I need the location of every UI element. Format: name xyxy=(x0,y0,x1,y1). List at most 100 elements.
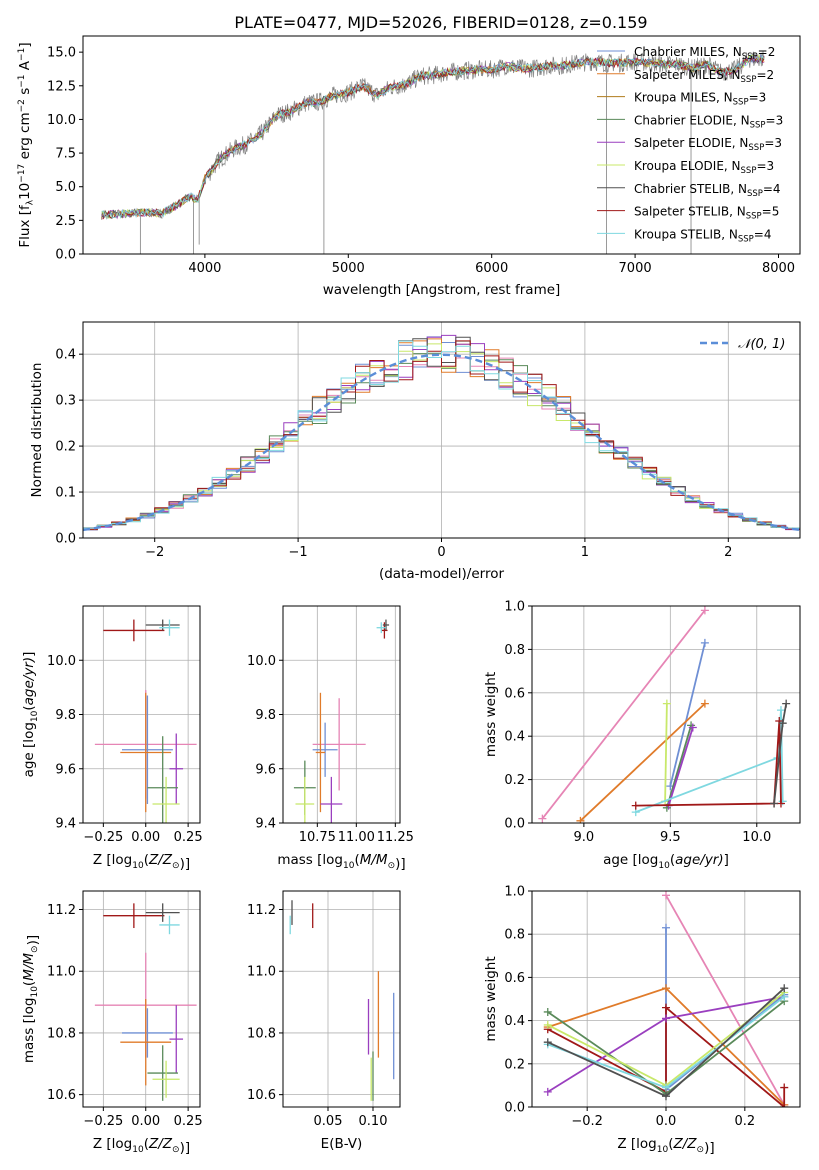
axes-frame xyxy=(82,35,801,255)
x-axis-label: Z [log10(Z/Z⊙)] xyxy=(93,852,190,872)
weight-marker xyxy=(780,1083,789,1092)
weight-line xyxy=(665,894,785,1106)
weight-line xyxy=(635,720,782,807)
legend-label: Kroupa STELIB, NSSP=4 xyxy=(634,227,772,244)
legend-label: Salpeter MILES, NSSP=2 xyxy=(634,68,774,85)
grid xyxy=(283,606,400,824)
x-tick-label: 0 xyxy=(437,545,445,560)
model-spectrum xyxy=(101,54,765,220)
x-tick-label: 7000 xyxy=(619,261,652,276)
y-tick-label: 9.8 xyxy=(255,708,276,723)
y-tick-label: 9.4 xyxy=(255,817,276,832)
weight-marker xyxy=(538,814,547,823)
y-tick-label: 10.8 xyxy=(247,1026,276,1041)
y-tick-label: 5.0 xyxy=(55,180,76,195)
x-axis-label: mass [log10(M/M⊙)] xyxy=(277,852,405,872)
y-tick-label: 11.0 xyxy=(47,965,76,980)
weight-marker xyxy=(688,723,697,732)
panel-spectrum: 4000 5000 6000 7000 8000 0.0 2.5 5.0 7.5 10.0 12.5… xyxy=(17,35,801,298)
weight-line xyxy=(667,727,694,806)
axes-frame xyxy=(531,890,801,1108)
x-tick-label: 0.0 xyxy=(656,1114,677,1129)
grid xyxy=(283,891,400,1107)
weight-marker xyxy=(662,1092,670,1101)
x-tick-label: 4000 xyxy=(188,261,221,276)
x-tick-label: 9.0 xyxy=(574,830,595,845)
weight-line xyxy=(579,702,706,822)
weight-marker xyxy=(662,1014,670,1023)
weight-marker xyxy=(776,706,785,715)
x-axis-label: wavelength [Angstrom, rest frame] xyxy=(323,282,561,298)
x-tick-label: 9.5 xyxy=(660,830,681,845)
weight-marker xyxy=(770,799,779,808)
y-axis-label: Normed distribution xyxy=(29,363,45,498)
x-tick-label: 1 xyxy=(581,545,589,560)
legend: 𝒩(0, 1) xyxy=(700,337,785,352)
legend-label: 𝒩(0, 1) xyxy=(738,337,785,352)
grid xyxy=(83,891,200,1107)
axes-frame xyxy=(282,890,401,1108)
y-tick-label: 0.2 xyxy=(504,773,525,788)
y-axis-label: mass weight xyxy=(483,672,499,757)
x-tick-label: −2 xyxy=(145,545,164,560)
y-tick-label: 0.2 xyxy=(55,440,76,455)
plot-area xyxy=(543,891,789,1107)
weight-marker xyxy=(576,816,585,823)
y-tick-label: 0.3 xyxy=(55,394,76,409)
x-tick-label: 0.25 xyxy=(174,1114,203,1129)
y-tick-label: 0.8 xyxy=(504,643,525,658)
x-axis-label: E(B-V) xyxy=(321,1136,363,1152)
y-tick-label: 10.6 xyxy=(247,1088,276,1103)
y-axis-label: age [log10(age/yr)] xyxy=(21,652,40,778)
y-tick-label: 0.4 xyxy=(504,1014,525,1029)
x-tick-label: 5000 xyxy=(332,261,365,276)
y-tick-label: 10.8 xyxy=(47,1026,76,1041)
axes-frame xyxy=(282,605,401,824)
weight-marker xyxy=(662,984,670,993)
normal-curve xyxy=(83,353,800,532)
x-tick-label: 11.00 xyxy=(338,830,375,845)
plot-area xyxy=(94,619,197,823)
legend-label: Kroupa ELODIE, NSSP=3 xyxy=(634,159,774,176)
axes-frame xyxy=(82,605,201,824)
y-tick-label: 0.0 xyxy=(504,817,525,832)
x-tick-label: −1 xyxy=(289,545,308,560)
x-axis-label: age [log10(age/yr)] xyxy=(603,852,729,871)
weight-marker xyxy=(543,1020,552,1029)
x-axis-label: (data-model)/error xyxy=(379,566,505,582)
weight-line xyxy=(669,642,706,787)
y-tick-label: 0.0 xyxy=(504,1101,525,1116)
axes-frame xyxy=(82,890,201,1108)
weight-marker xyxy=(543,1038,552,1047)
histogram xyxy=(83,340,800,538)
panel-mass-vs-z: −0.25 0.00 0.25 10.6 10.8 11.0 11.2 Z [log10(Z/… xyxy=(21,890,203,1156)
y-tick-label: 0.1 xyxy=(55,486,76,501)
y-axis-label: Flux [fλ10−17 erg cm−2 s−1 A−1] xyxy=(17,42,36,247)
y-tick-label: 11.2 xyxy=(247,903,276,918)
weight-marker xyxy=(700,699,709,708)
y-tick-label: 1.0 xyxy=(504,600,525,615)
y-tick-label: 0.0 xyxy=(55,532,76,547)
weight-line xyxy=(635,710,784,813)
y-axis-label: mass weight xyxy=(483,956,499,1041)
y-tick-label: 11.0 xyxy=(247,965,276,980)
y-tick-label: 11.2 xyxy=(47,903,76,918)
weight-marker xyxy=(700,606,709,615)
weight-marker xyxy=(631,801,640,810)
x-tick-label: 10.0 xyxy=(742,830,771,845)
y-tick-label: 0.6 xyxy=(504,971,525,986)
y-tick-label: 9.8 xyxy=(55,708,76,723)
y-tick-label: 10.0 xyxy=(47,113,76,128)
weight-marker xyxy=(662,1003,670,1012)
weight-marker xyxy=(780,992,789,1001)
x-tick-label: 0.10 xyxy=(359,1114,388,1129)
y-tick-label: 10.0 xyxy=(247,654,276,669)
y-tick-label: 0.6 xyxy=(504,686,525,701)
weight-marker xyxy=(543,1007,552,1016)
y-tick-label: 9.6 xyxy=(255,762,276,777)
x-tick-label: 0.25 xyxy=(174,830,203,845)
weight-line xyxy=(665,927,785,1092)
legend-label: Chabrier ELODIE, NSSP=3 xyxy=(634,113,783,130)
panel-weight-vs-z: −0.2 0.0 0.2 0.0 0.2 0.4 0.6 0.8 1.0 Z [log10(Z/Z… xyxy=(483,885,801,1156)
y-tick-label: 10.0 xyxy=(47,654,76,669)
